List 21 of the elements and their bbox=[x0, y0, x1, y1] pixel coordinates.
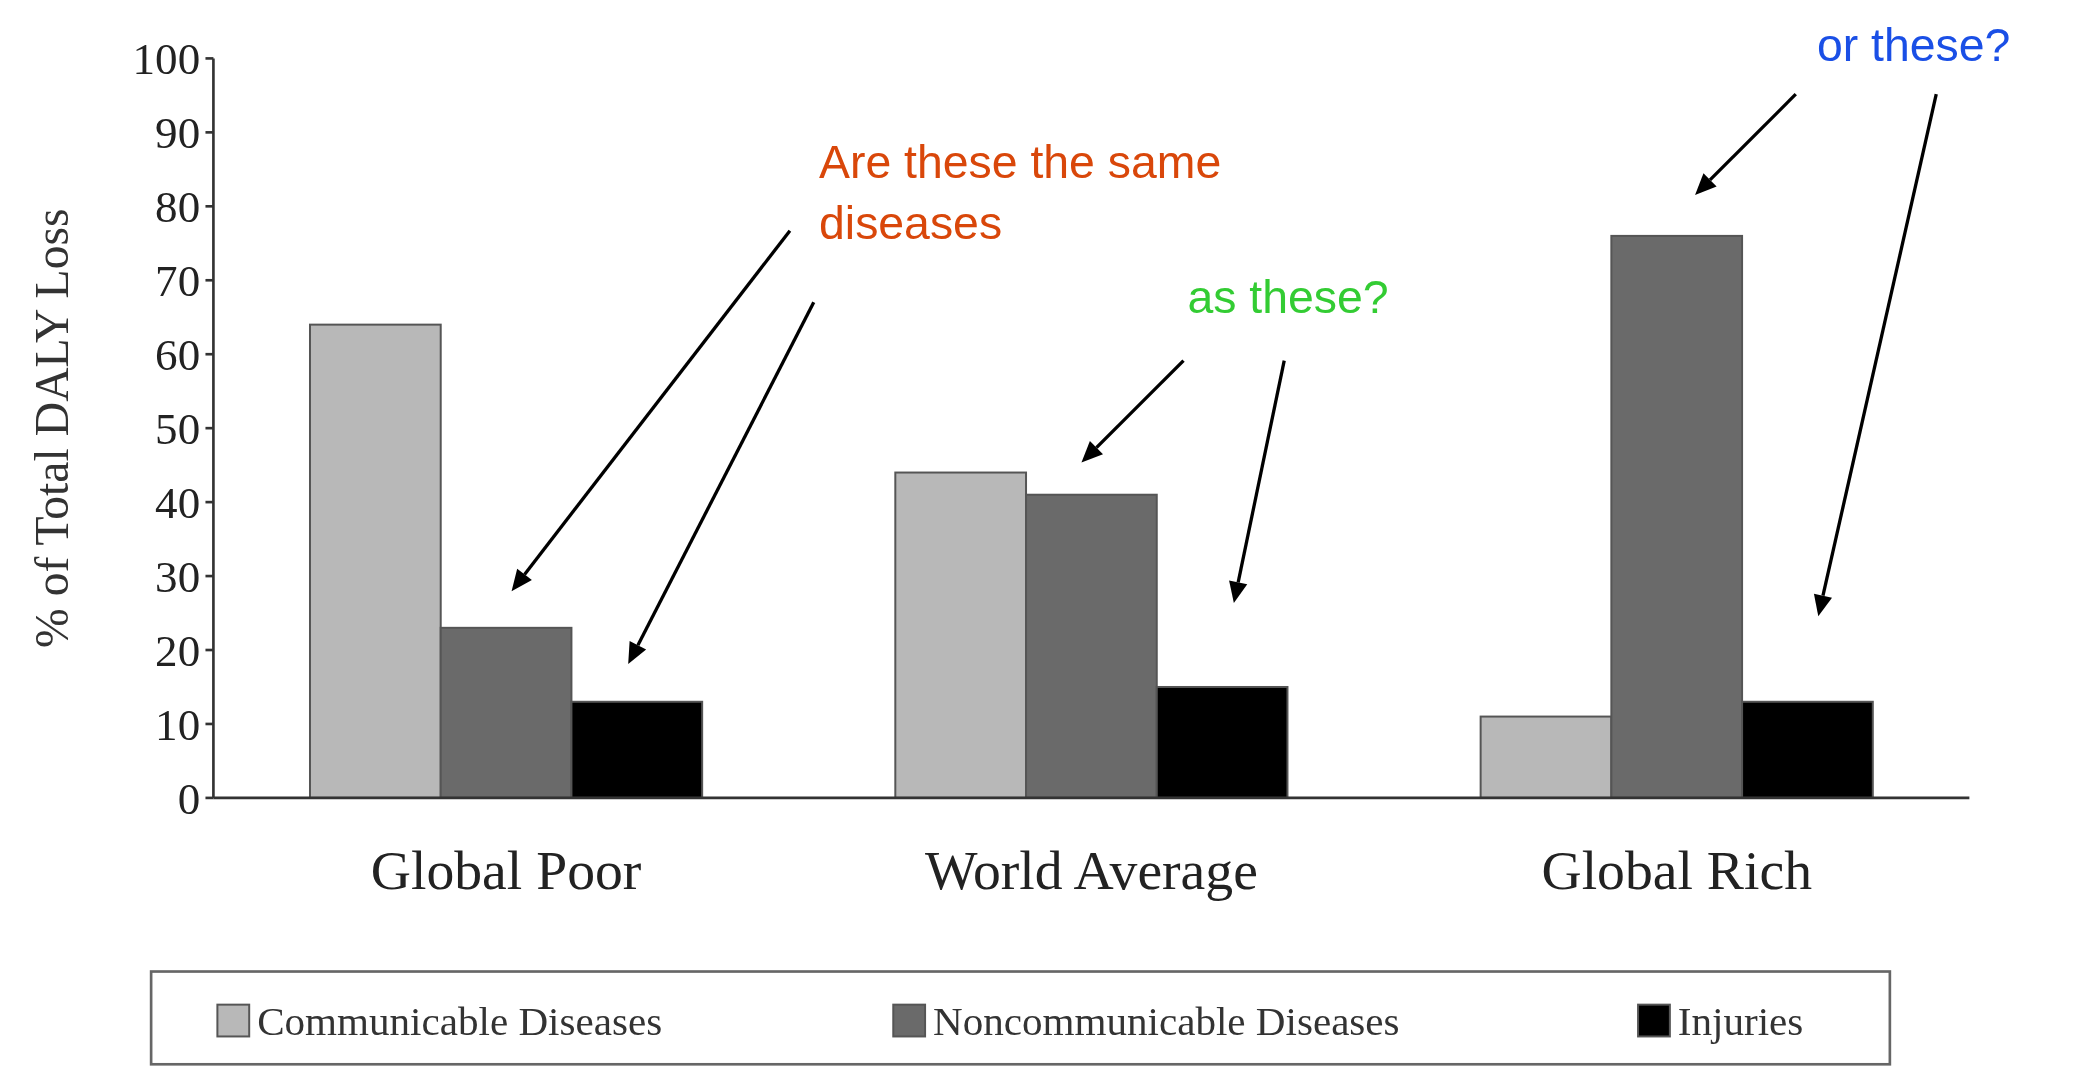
y-tick-label: 70 bbox=[155, 256, 201, 307]
y-tick-label: 40 bbox=[155, 477, 201, 528]
legend-label: Communicable Diseases bbox=[257, 997, 663, 1044]
y-tick-label: 20 bbox=[155, 625, 201, 676]
x-tick-label: Global Rich bbox=[1541, 839, 1813, 902]
y-tick-label: 30 bbox=[155, 551, 201, 602]
y-tick-label: 100 bbox=[132, 34, 201, 85]
annotation: as these? bbox=[1187, 270, 1389, 323]
legend-label: Noncommunicable Diseases bbox=[933, 997, 1400, 1044]
annotation: or these? bbox=[1816, 19, 2011, 72]
y-tick-label: 0 bbox=[177, 773, 201, 824]
y-tick-label: 80 bbox=[155, 182, 201, 233]
y-tick-label: 10 bbox=[155, 699, 201, 750]
y-axis-title: % of Total DALY Loss bbox=[24, 208, 78, 648]
y-tick-label: 90 bbox=[155, 108, 201, 159]
y-tick-label: 60 bbox=[155, 329, 201, 380]
annotation: Are these the same diseases bbox=[819, 135, 1222, 249]
x-tick-label: Global Poor bbox=[370, 839, 642, 902]
y-tick-label: 50 bbox=[155, 403, 201, 454]
x-tick-label: World Average bbox=[924, 839, 1258, 902]
legend-label: Injuries bbox=[1677, 997, 1804, 1044]
